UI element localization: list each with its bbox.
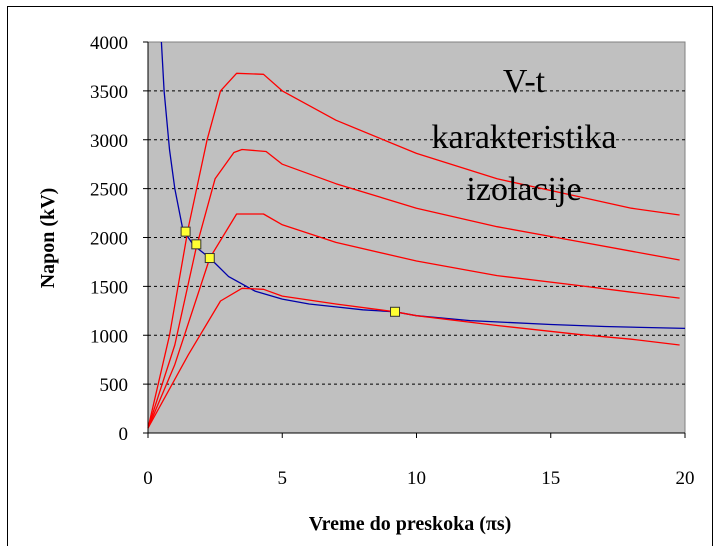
- axes: [143, 41, 686, 438]
- flashover-point-marker: [180, 226, 191, 237]
- y-tick-label: 2000: [90, 229, 128, 250]
- vt-characteristic-line: [160, 41, 686, 330]
- y-tick-label: 500: [100, 375, 129, 396]
- data-markers: [180, 226, 401, 317]
- y-tick-label: 1000: [90, 326, 128, 347]
- series-lines: [147, 41, 686, 429]
- flashover-point-marker: [204, 253, 215, 264]
- x-axis-label: Vreme do preskoka (πs): [309, 513, 512, 535]
- y-tick-label: 0: [119, 424, 129, 445]
- tick-labels: 0 500 1000 1500 2000 2500 3000 3500 4000 0 5 10 15 20: [90, 33, 695, 489]
- y-tick-label: 4000: [90, 33, 128, 54]
- annotation-line-1: V-t: [503, 63, 546, 100]
- y-tick-label: 3000: [90, 131, 128, 152]
- x-tick-label: 10: [407, 468, 426, 489]
- x-tick-label: 0: [143, 468, 153, 489]
- y-axis-label: Napon (kV): [37, 188, 59, 289]
- voltage-wave-line-1: [147, 72, 680, 429]
- annotation-line-3: izolacije: [466, 171, 581, 208]
- x-tick-label: 5: [278, 468, 288, 489]
- flashover-point-marker: [390, 306, 401, 317]
- y-tick-label: 3500: [90, 82, 128, 103]
- slide-frame: [7, 6, 713, 546]
- x-tick-label: 20: [676, 468, 695, 489]
- voltage-wave-line-3: [147, 213, 680, 429]
- y-tick-label: 2500: [90, 180, 128, 201]
- flashover-point-marker: [191, 239, 202, 250]
- voltage-wave-line-4: [147, 287, 680, 429]
- x-tick-label: 15: [541, 468, 560, 489]
- y-tick-label: 1500: [90, 277, 128, 298]
- annotation-line-2: karakteristika: [431, 119, 616, 156]
- voltage-wave-line-2: [147, 148, 680, 429]
